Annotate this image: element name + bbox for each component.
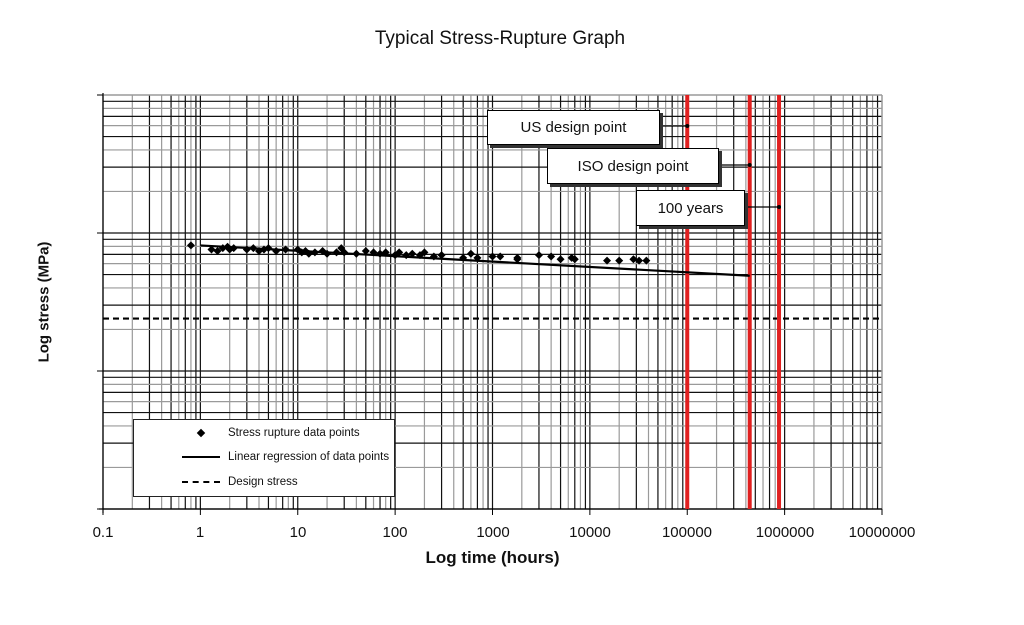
y-axis-label: Log stress (MPa) xyxy=(35,241,53,363)
chart-legend: Stress rupture data points Linear regres… xyxy=(133,419,395,497)
x-tick-label: 100000 xyxy=(661,524,713,541)
dashed-line-icon xyxy=(182,481,220,483)
x-axis-label: Log time (hours) xyxy=(425,548,560,567)
legend-item-design-stress: Design stress xyxy=(134,472,298,492)
chart-title: Typical Stress-Rupture Graph xyxy=(374,28,626,49)
x-tick-label: 1 xyxy=(195,524,205,541)
diamond-marker-icon xyxy=(196,428,206,438)
x-tick-label: 1000 xyxy=(476,524,510,541)
100-years-callout: 100 years xyxy=(636,190,745,226)
legend-item-data-points: Stress rupture data points xyxy=(134,423,360,443)
us-design-point-callout: US design point xyxy=(487,110,660,145)
x-tick-label: 100 xyxy=(382,524,408,541)
x-tick-label: 10 xyxy=(289,524,307,541)
solid-line-icon xyxy=(182,456,220,458)
x-tick-label: 10000 xyxy=(569,524,611,541)
legend-item-regression: Linear regression of data points xyxy=(134,447,389,467)
x-tick-label: 1000000 xyxy=(755,524,815,541)
iso-design-point-callout: ISO design point xyxy=(547,148,719,184)
x-tick-label: 10000000 xyxy=(848,524,916,541)
x-tick-label: 0.1 xyxy=(92,524,114,541)
